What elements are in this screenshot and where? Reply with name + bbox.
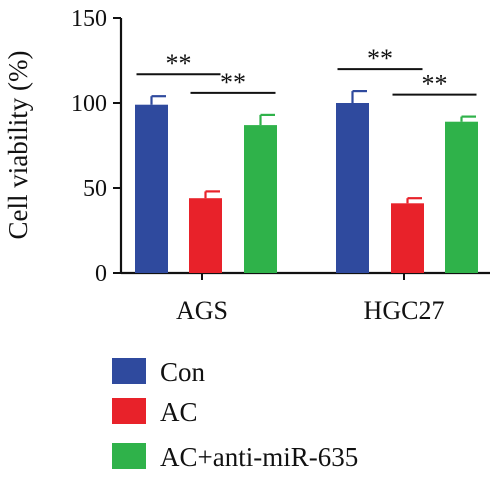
bar-ac-hgc27 — [391, 203, 424, 273]
legend-swatch-ac-anti-mir-635 — [112, 443, 146, 469]
y-tick-label: 50 — [83, 176, 107, 202]
significance-label: ** — [367, 44, 393, 73]
y-tick-label: 0 — [95, 261, 107, 287]
significance-marks: ** ** ** ** — [136, 44, 477, 99]
legend-label-con: Con — [160, 357, 206, 387]
significance-label: ** — [166, 49, 192, 78]
significance-label: ** — [220, 68, 246, 97]
bar-con-ags — [135, 104, 168, 273]
bar-ac-ags — [189, 198, 222, 273]
bar-ac-anti-mir-635-hgc27 — [445, 121, 478, 273]
legend: Con AC AC+anti-miR-635 — [112, 357, 358, 472]
bars — [135, 89, 478, 273]
y-tick-label: 100 — [71, 91, 107, 117]
bar-ac-anti-mir-635-ags — [244, 125, 277, 273]
bar-con-hgc27 — [336, 103, 369, 273]
y-tick-label: 150 — [71, 6, 107, 32]
legend-swatch-con — [112, 358, 146, 384]
significance-label: ** — [422, 70, 448, 99]
legend-swatch-ac — [112, 398, 146, 424]
x-category-label: AGS — [176, 296, 228, 325]
legend-label-ac-anti-mir-635: AC+anti-miR-635 — [160, 442, 358, 472]
y-axis-title: Cell viability (%) — [3, 51, 33, 240]
axes: 0 50 100 150 Cell viability (%) AGS HGC27 — [3, 6, 490, 325]
legend-label-ac: AC — [160, 397, 198, 427]
x-category-label: HGC27 — [364, 296, 445, 325]
